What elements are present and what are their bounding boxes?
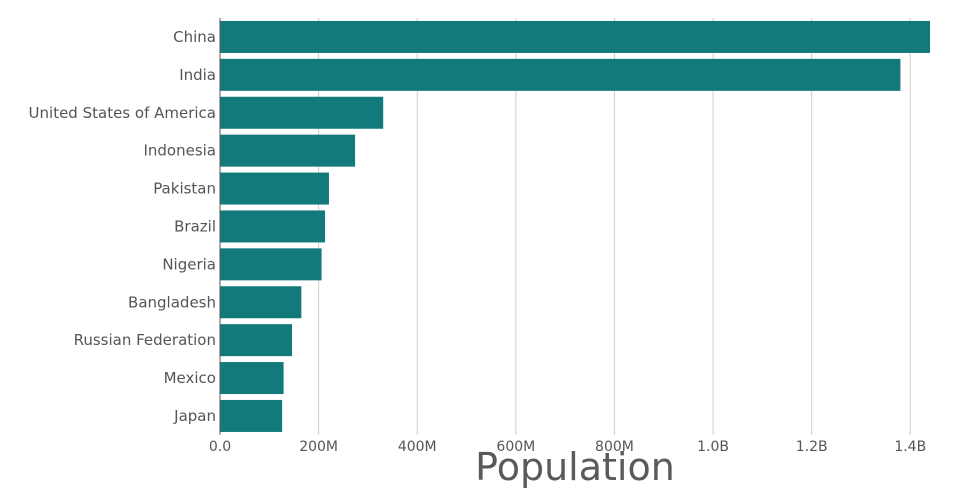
x-tick-labels: 0.0 200M 400M 600M 800M 1.0B 1.2B 1.4B (209, 439, 926, 455)
bar (220, 399, 283, 432)
bar (220, 210, 326, 243)
category-label: India (179, 66, 216, 84)
bar (220, 20, 930, 53)
category-label: Brazil (174, 217, 216, 235)
category-label: Russian Federation (74, 331, 216, 349)
x-axis-title: Population (475, 445, 675, 489)
bar (220, 172, 329, 205)
bar (220, 134, 356, 167)
x-tick-label: 1.4B (894, 439, 926, 455)
category-labels: China India United States of America Indone… (29, 28, 216, 425)
category-label: China (173, 28, 216, 46)
category-label: Bangladesh (128, 293, 216, 311)
bar (220, 248, 322, 281)
x-tick-label: 1.2B (796, 439, 828, 455)
category-label: Japan (173, 407, 216, 425)
bar (220, 286, 302, 319)
x-tick-label: 600M (496, 439, 535, 455)
category-label: Indonesia (143, 142, 216, 160)
bar (220, 96, 384, 129)
bar (220, 362, 284, 395)
x-tick-label: 1.0B (697, 439, 729, 455)
category-label: United States of America (29, 104, 216, 122)
x-tick-label: 200M (299, 439, 338, 455)
x-tick-label: 400M (398, 439, 437, 455)
category-label: Mexico (164, 369, 216, 387)
bar (220, 324, 292, 357)
category-label: Pakistan (153, 180, 216, 198)
bars (220, 20, 930, 432)
category-label: Nigeria (162, 255, 216, 273)
bar (220, 58, 901, 91)
x-tick-label: 800M (595, 439, 634, 455)
x-tick-label: 0.0 (209, 439, 231, 455)
